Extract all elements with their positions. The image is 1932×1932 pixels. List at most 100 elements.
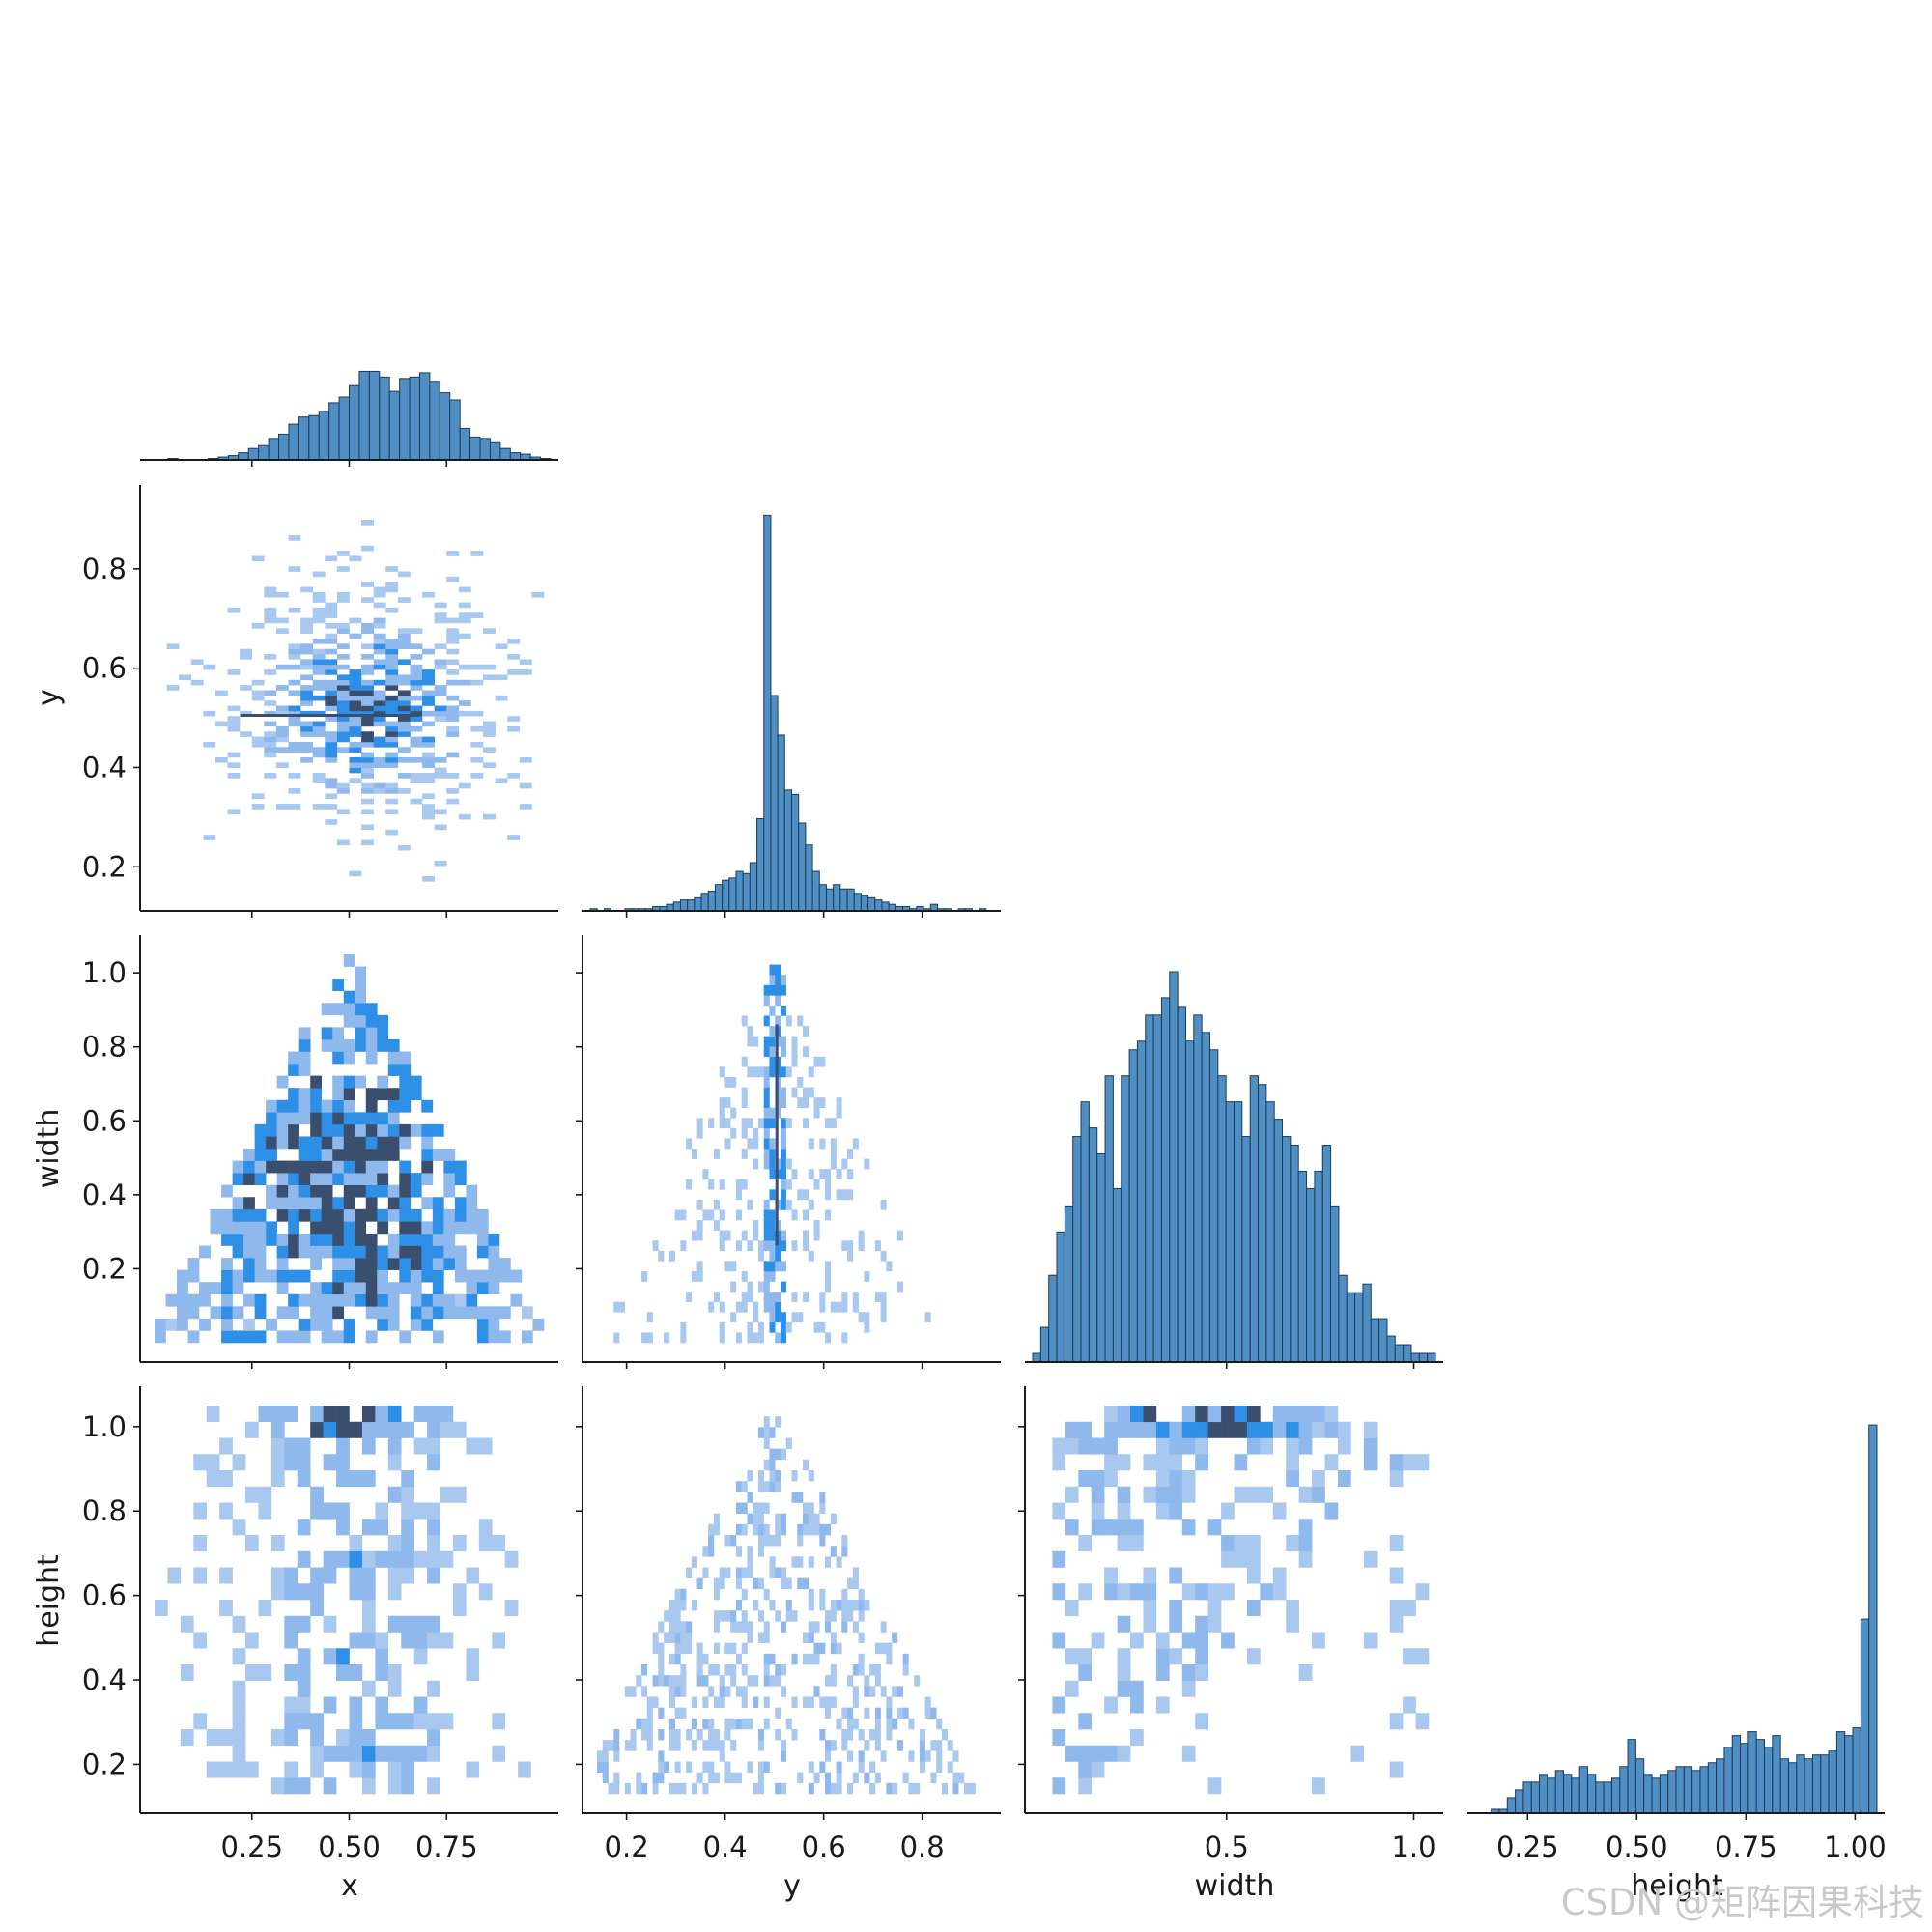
hist2d-cell [361, 731, 374, 737]
hist2d-cell [747, 1199, 753, 1210]
hist2d-cell [422, 762, 435, 768]
hist2d-cell [741, 1270, 748, 1282]
hist2d-cell [361, 1470, 376, 1488]
hist2d-cell [355, 1173, 367, 1185]
hist2d-cell [276, 1306, 289, 1320]
hist2d-cell [532, 1318, 545, 1331]
hist2d-cell [355, 1027, 367, 1040]
hist2d-cell [454, 1160, 467, 1174]
hist2d-cell [373, 586, 386, 593]
hist2d-cell [813, 1097, 820, 1108]
hist2d-cell [266, 1269, 277, 1283]
hist2d-cell [387, 1088, 400, 1101]
hist2d-cell [266, 1112, 277, 1125]
hist2d-cell [641, 1270, 648, 1282]
hist2d-cell [300, 664, 314, 670]
hist2d-cell [387, 1615, 402, 1633]
hist2d-cell [1169, 1567, 1183, 1584]
hist2d-cell [597, 1761, 604, 1773]
hist2d-cell [864, 1686, 870, 1697]
hist2d-cell [325, 731, 338, 737]
hist2d-cell [1052, 1454, 1066, 1471]
hist-bar-x-34 [489, 441, 501, 461]
hist2d-cell [1130, 1519, 1144, 1536]
hist2d-cell [819, 1292, 826, 1302]
hist2d-cell [830, 1696, 837, 1708]
hist2d-cell [1286, 1406, 1299, 1423]
hist2d-cell [373, 633, 386, 639]
hist2d-cell [385, 741, 399, 748]
hist2d-cell [763, 1588, 770, 1601]
hist2d-cell [434, 602, 447, 609]
hist2d-cell [769, 1169, 776, 1180]
hist2d-cell [413, 1502, 428, 1520]
hist2d-cell [763, 1087, 770, 1098]
hist2d-cell [227, 752, 241, 758]
hist2d-cell [775, 964, 781, 976]
hist2d-cell [1195, 1406, 1208, 1423]
hist2d-cell [166, 643, 180, 650]
hist2d-cell [841, 1240, 848, 1252]
hist2d-cell [243, 1197, 255, 1210]
hist2d-cell [830, 1546, 837, 1557]
hist2d-cell [214, 690, 228, 696]
hist2d-cell [1052, 1696, 1066, 1714]
hist2d-cell [434, 824, 447, 831]
hist2d-cell [753, 1523, 759, 1536]
hist2d-cell [1169, 1648, 1183, 1665]
hist2d-cell [401, 1550, 414, 1568]
hist2d-cell [652, 1782, 659, 1795]
hist2d-cell [819, 1321, 826, 1333]
hist2d-cell [387, 1099, 400, 1113]
hist2d-cell [232, 1233, 244, 1246]
hist2d-cell [803, 1513, 810, 1525]
hist2d-cell [440, 1632, 454, 1649]
hist2d-cell [336, 721, 350, 727]
x-tick-label: 0.4 [703, 1831, 748, 1863]
hist-bar-width-2 [1048, 1274, 1058, 1363]
hist2d-cell [325, 705, 338, 712]
hist2d-cell [206, 1761, 220, 1778]
hist2d-cell [886, 1707, 893, 1719]
hist2d-cell [914, 1782, 921, 1795]
hist2d-cell [1104, 1745, 1118, 1762]
hist2d-cell [232, 1160, 244, 1174]
hist-bar-y-34 [825, 888, 835, 912]
hist-bar-width-14 [1145, 1014, 1154, 1363]
hist2d-cell [323, 1502, 337, 1520]
hist2d-cell [886, 1782, 893, 1795]
hist2d-cell [187, 1330, 200, 1344]
hist2d-cell [641, 1729, 648, 1741]
hist2d-cell [325, 690, 338, 696]
hist2d-cell [507, 669, 521, 675]
hist2d-cell [1221, 1502, 1235, 1520]
hist2d-cell [387, 1318, 400, 1331]
hist2d-cell [227, 809, 241, 815]
hist2d-cell [336, 591, 350, 598]
hist2d-cell [674, 1610, 681, 1622]
hist2d-cell [1130, 1406, 1144, 1423]
hist2d-cell [446, 639, 460, 644]
hist2d-cell [858, 1312, 865, 1323]
hist2d-cell [1363, 1632, 1378, 1649]
hist2d-cell [245, 1664, 259, 1682]
hist2d-cell [443, 1258, 456, 1270]
hist2d-cell [719, 1066, 725, 1078]
hist2d-cell [373, 700, 386, 706]
hist2d-cell [830, 1740, 837, 1751]
hist2d-cell [361, 685, 374, 691]
hist2d-cell [1389, 1600, 1404, 1617]
hist2d-cell [713, 1642, 720, 1655]
hist2d-cell [797, 1492, 804, 1503]
hist2d-x-y [166, 520, 545, 882]
hist2d-cell [336, 705, 350, 712]
hist2d-cell [227, 725, 241, 732]
hist2d-cell [741, 1087, 748, 1098]
hist2d-cell [434, 617, 447, 624]
hist2d-cell [808, 1087, 814, 1098]
hist2d-cell [763, 1270, 770, 1282]
hist2d-cell [361, 545, 374, 552]
hist2d-cell [763, 1199, 770, 1210]
hist2d-cell [791, 1036, 798, 1047]
hist-bar-width-45 [1394, 1344, 1405, 1363]
